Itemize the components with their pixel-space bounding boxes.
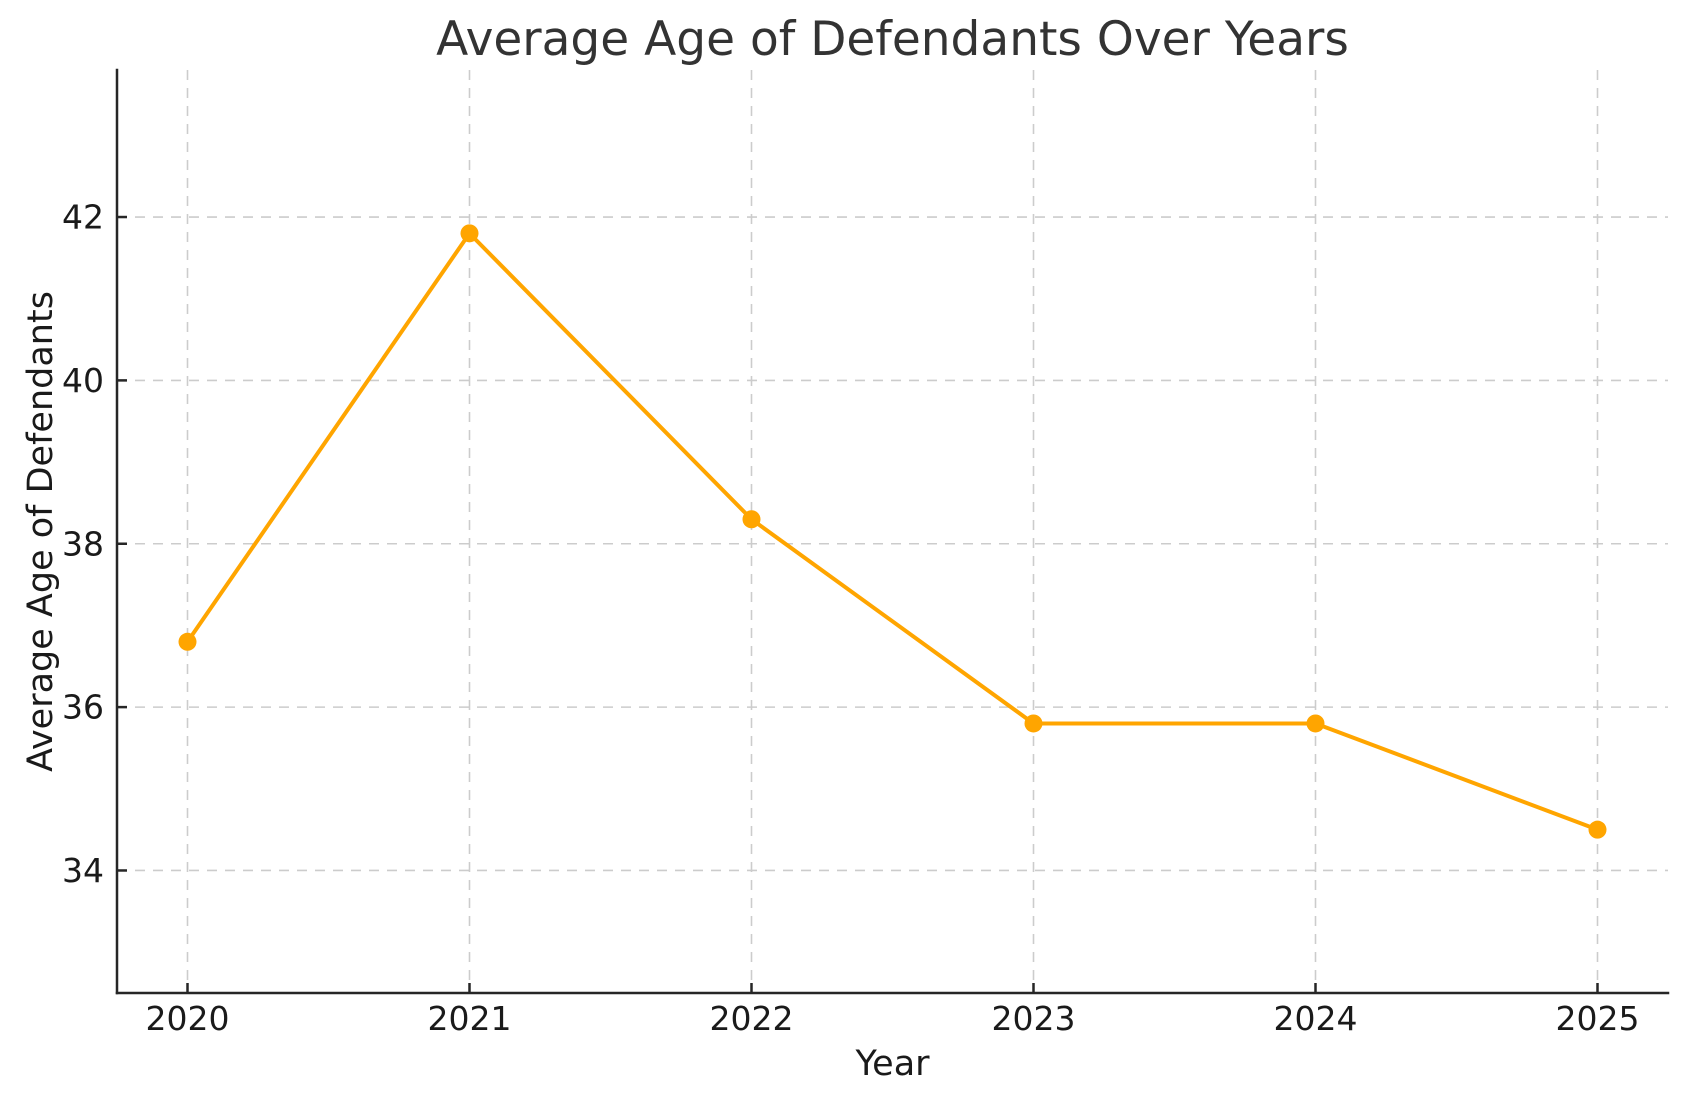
y-tick-label: 42	[62, 198, 104, 237]
x-axis-label: Year	[854, 1044, 930, 1084]
y-axis-label: Average Age of Defendants	[21, 291, 61, 772]
x-tick-label: 2020	[146, 999, 230, 1038]
axis-layer: 2020 2021 2022 2023 2024 2025 34 36 38 40 42	[62, 68, 1670, 1038]
y-tick-label: 36	[62, 688, 104, 727]
series-layer	[178, 224, 1607, 839]
y-tick-label: 34	[62, 851, 104, 890]
data-point	[1588, 820, 1607, 839]
data-point	[1306, 714, 1325, 733]
grid-layer	[117, 70, 1668, 993]
x-tick-label: 2021	[428, 999, 512, 1038]
chart-title: Average Age of Defendants Over Years	[436, 12, 1349, 67]
series-line	[185, 231, 1600, 832]
y-tick-label: 40	[62, 361, 104, 400]
x-tick-label: 2023	[992, 999, 1076, 1038]
x-tick-label: 2024	[1274, 999, 1358, 1038]
data-point	[178, 632, 197, 651]
y-tick-label: 38	[62, 524, 104, 563]
data-point	[1024, 714, 1043, 733]
x-tick-label: 2022	[710, 999, 794, 1038]
x-tick-label: 2025	[1556, 999, 1640, 1038]
data-point	[460, 224, 479, 243]
data-point	[742, 510, 761, 529]
